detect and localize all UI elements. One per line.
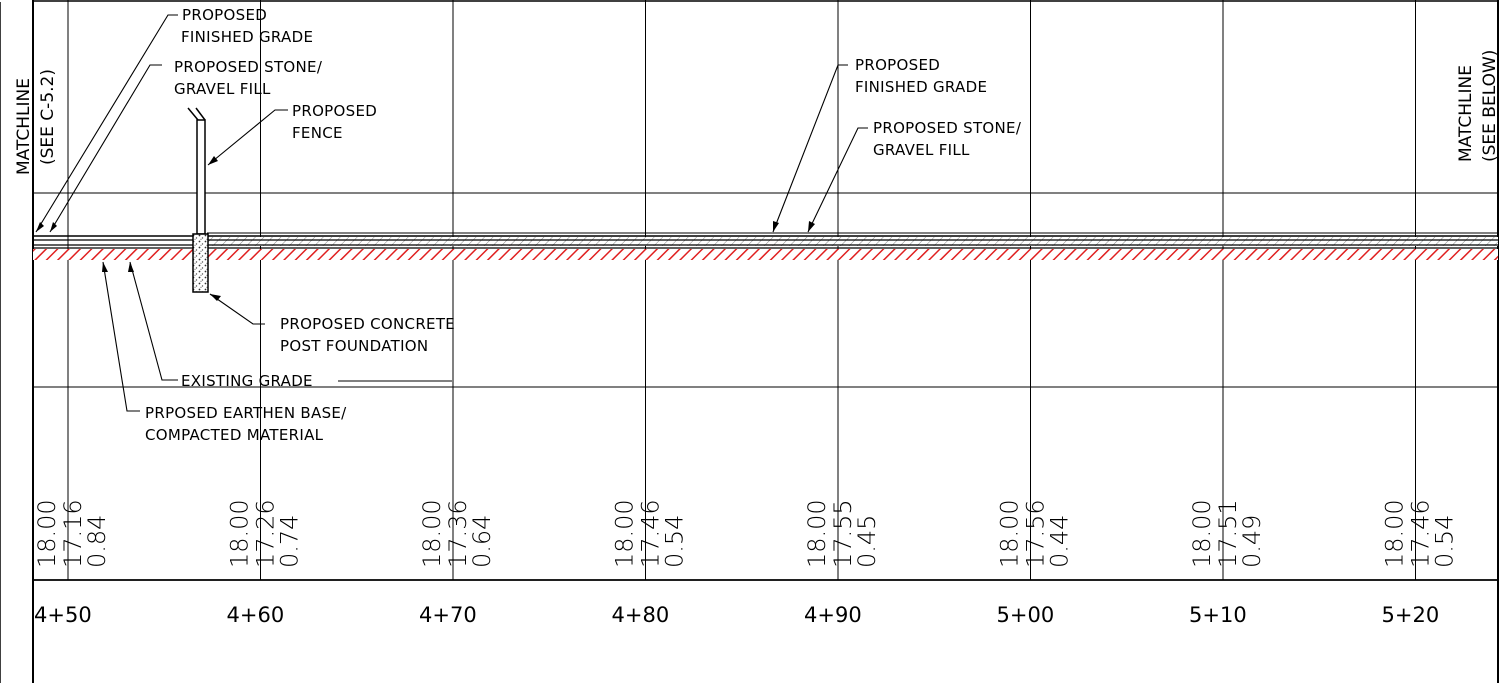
fill-depth: 0.74 — [276, 515, 304, 568]
fence-post — [197, 120, 205, 234]
fill-depth: 0.54 — [661, 515, 689, 568]
station-label: 4+50 — [34, 603, 92, 627]
proposed-elevation: 18.00 — [226, 499, 254, 568]
callout-fence-1: PROPOSED — [292, 102, 377, 120]
callout-concrete-post-2: POST FOUNDATION — [280, 337, 428, 355]
proposed-elevation: 18.00 — [418, 499, 446, 568]
callout-finished-grade-left-1: PROPOSED — [182, 6, 267, 24]
fill-depth: 0.84 — [83, 515, 111, 568]
fill-depth: 0.54 — [1431, 515, 1459, 568]
fill-depth: 0.64 — [468, 515, 496, 568]
earthen-base-hatch — [33, 249, 1498, 260]
callout-earthen-base-2: COMPACTED MATERIAL — [145, 426, 324, 444]
callout-finished-grade-right-2: FINISHED GRADE — [855, 78, 987, 96]
station-label: 4+80 — [612, 603, 670, 627]
callout-finished-grade-right-1: PROPOSED — [855, 56, 940, 74]
station-label: 5+20 — [1382, 603, 1440, 627]
callout-stone-fill-right-2: GRAVEL FILL — [873, 141, 970, 159]
callout-concrete-post-1: PROPOSED CONCRETE — [280, 315, 455, 333]
matchline-right-line2: (SEE BELOW) — [1480, 50, 1500, 162]
leader-lines — [36, 15, 868, 411]
concrete-post-foundation — [193, 234, 208, 292]
fill-depth: 0.45 — [853, 515, 881, 568]
station-data: 18.0017.160.844+5018.0017.260.744+6018.0… — [33, 499, 1459, 627]
proposed-elevation: 18.00 — [611, 499, 639, 568]
station-label: 4+70 — [419, 603, 477, 627]
callout-stone-fill-left-1: PROPOSED STONE/ — [174, 58, 323, 76]
matchline-left-line2: (SEE C-5.2) — [38, 69, 58, 165]
fill-depth: 0.44 — [1046, 515, 1074, 568]
matchline-right-line1: MATCHLINE — [1456, 65, 1476, 162]
proposed-elevation: 18.00 — [803, 499, 831, 568]
leader-arrowheads — [36, 156, 815, 301]
proposed-elevation: 18.00 — [1188, 499, 1216, 568]
proposed-elevation: 18.00 — [1381, 499, 1409, 568]
station-label: 5+10 — [1189, 603, 1247, 627]
callout-existing-grade: EXISTING GRADE — [181, 372, 313, 390]
callout-fence-2: FENCE — [292, 124, 343, 142]
fill-depth: 0.49 — [1238, 515, 1266, 568]
callout-earthen-base-1: PRPOSED EARTHEN BASE/ — [145, 404, 347, 422]
station-label: 5+00 — [997, 603, 1055, 627]
fence-assembly — [188, 108, 208, 292]
matchline-right: MATCHLINE (SEE BELOW) — [1456, 50, 1500, 162]
proposed-elevation: 18.00 — [33, 499, 61, 568]
proposed-elevation: 18.00 — [996, 499, 1024, 568]
station-label: 4+90 — [804, 603, 862, 627]
matchline-left-line1: MATCHLINE — [14, 78, 34, 175]
station-label: 4+60 — [227, 603, 285, 627]
matchline-left: MATCHLINE (SEE C-5.2) — [14, 69, 58, 175]
callout-labels: PROPOSED FINISHED GRADE PROPOSED STONE/ … — [145, 6, 1022, 444]
callout-finished-grade-left-2: FINISHED GRADE — [181, 28, 313, 46]
callout-stone-fill-left-2: GRAVEL FILL — [174, 80, 271, 98]
grade-layers — [33, 233, 1498, 260]
callout-stone-fill-right-1: PROPOSED STONE/ — [873, 119, 1022, 137]
